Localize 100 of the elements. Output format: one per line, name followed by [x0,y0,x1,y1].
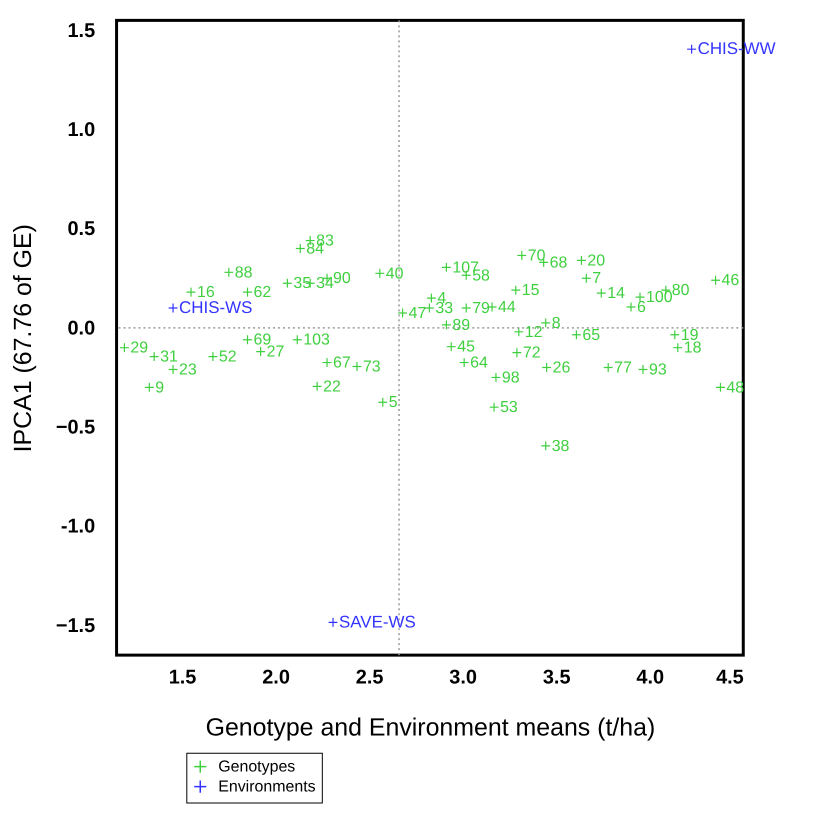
annotation: 68 [550,254,568,272]
point [256,346,266,357]
annotation: 47 [408,304,426,322]
point [576,255,587,266]
annotation: 6 [637,298,646,316]
annotation: 65 [582,326,600,344]
annotation: 15 [522,282,540,300]
x-tick-label: 2.0 [262,666,290,688]
annotation: 93 [648,361,667,378]
annotation: 31 [160,348,178,366]
point [514,326,524,337]
y-tick-label: -1.0 [60,516,96,538]
point [322,357,332,368]
point [626,302,636,312]
annotation: 52 [218,348,237,366]
x-tick-label: 3.5 [542,666,571,688]
point [510,285,521,296]
point [119,342,130,353]
annotation: 62 [254,284,272,302]
point [571,330,582,340]
annotation: 5 [388,394,398,412]
annotation: 14 [607,285,626,302]
annotation: 12 [524,324,543,341]
point [292,334,302,345]
point [490,372,502,382]
point [426,293,436,304]
annotation: 35 [293,275,312,292]
annotation: 18 [684,340,702,357]
x-tick-label: 2.5 [356,666,384,688]
annotation: 34 [316,275,334,292]
annotation: 46 [722,272,740,290]
x-tick-label: 1.5 [168,666,196,688]
point [670,330,680,340]
annotation: 22 [323,378,341,396]
annotation: 67 [333,354,351,372]
point [638,364,648,375]
point [149,352,160,362]
point [224,267,234,278]
point [312,381,322,392]
point [242,287,253,298]
point [516,250,527,261]
point [512,348,522,358]
y-tick-label: 1.0 [67,118,96,141]
point [328,617,338,628]
annotation: 100 [646,289,673,306]
annotation: 90 [333,270,351,288]
y-tick-label: 0.0 [67,317,96,340]
point [540,440,551,451]
point [489,402,500,412]
annotation: 73 [362,358,381,376]
annotation: SAVE-WS [338,612,416,632]
point [208,352,218,362]
point [374,268,385,278]
x-axis-title: Genotype and Environment means (t/ha) [206,713,656,742]
point [603,362,614,373]
annotation: 38 [552,438,570,455]
legend-label: Genotypes [218,758,296,776]
point [398,308,408,318]
point [581,273,592,284]
point [186,287,196,298]
annotation: 7 [592,270,602,288]
point [295,243,306,254]
point [540,318,551,328]
point [242,334,253,345]
point [282,278,292,288]
annotation: 20 [587,252,606,270]
annotation: 40 [386,265,404,282]
point [686,44,697,54]
point [596,288,606,298]
annotation: 70 [528,247,546,264]
point [459,357,470,368]
annotation: 26 [552,359,570,376]
y-tick-label: 0.5 [67,218,96,240]
y-axis-title: IPCA1 (67.76 of GE) [8,224,37,452]
point [168,302,178,314]
annotation: 77 [614,359,632,376]
point [168,364,178,375]
y-tick-label: 1.5 [67,20,96,42]
annotation: 27 [266,344,284,361]
point [710,275,721,286]
annotation: 98 [502,369,520,386]
annotation: 53 [500,399,518,416]
x-tick-label: 3.0 [449,666,477,688]
point [441,320,452,330]
annotation: 23 [179,361,197,378]
x-tick-label: 4.0 [636,666,664,688]
point [446,342,456,352]
y-tick-label: −0.5 [56,416,96,438]
annotation: 103 [303,332,330,349]
annotation: 8 [552,314,561,332]
point [441,262,452,272]
annotation: 89 [452,316,470,334]
point [378,397,388,408]
point [461,302,472,314]
x-tick-label: 4.5 [716,666,744,688]
annotation: 45 [457,338,476,356]
point [542,362,552,373]
annotation: 64 [470,354,488,372]
point [715,382,726,392]
annotation: 80 [672,282,690,300]
